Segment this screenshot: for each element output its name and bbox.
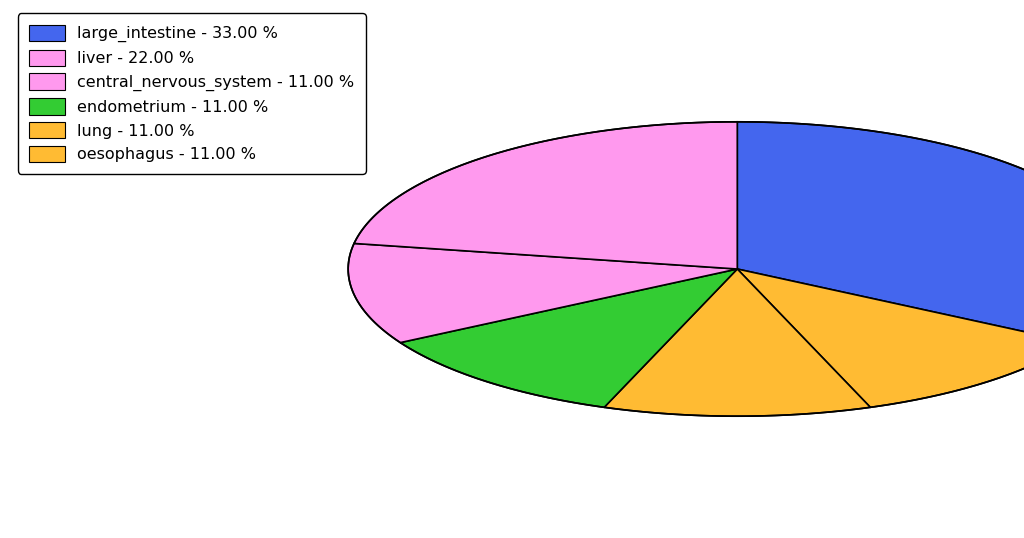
Polygon shape xyxy=(354,122,737,269)
Polygon shape xyxy=(737,269,1024,407)
Legend: large_intestine - 33.00 %, liver - 22.00 %, central_nervous_system - 11.00 %, en: large_intestine - 33.00 %, liver - 22.00… xyxy=(18,13,366,174)
Polygon shape xyxy=(737,122,1024,343)
Polygon shape xyxy=(400,269,737,407)
Polygon shape xyxy=(604,269,870,416)
Polygon shape xyxy=(348,243,737,343)
